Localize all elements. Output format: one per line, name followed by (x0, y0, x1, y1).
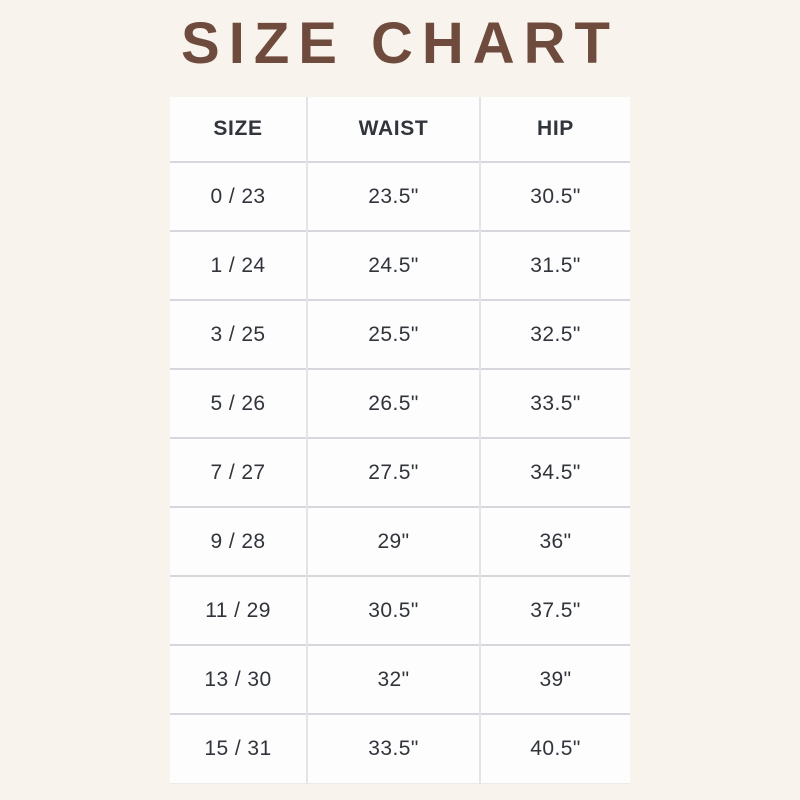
hip-cell: 34.5" (479, 437, 630, 507)
column-header-hip: HIP (479, 97, 630, 162)
table-row: 5 / 26 26.5" 33.5" (170, 368, 630, 438)
table-row: 11 / 29 30.5" 37.5" (170, 575, 630, 645)
hip-cell: 37.5" (479, 575, 630, 645)
hip-cell: 36" (479, 506, 630, 576)
waist-cell: 30.5" (306, 575, 480, 645)
hip-cell: 32.5" (479, 299, 630, 369)
size-cell: 0 / 23 (170, 161, 307, 231)
size-cell: 5 / 26 (170, 368, 307, 438)
table-row: 7 / 27 27.5" 34.5" (170, 437, 630, 507)
size-cell: 7 / 27 (170, 437, 307, 507)
hip-cell: 33.5" (479, 368, 630, 438)
waist-cell: 26.5" (306, 368, 480, 438)
waist-cell: 29" (306, 506, 480, 576)
size-cell: 15 / 31 (170, 713, 307, 783)
size-cell: 1 / 24 (170, 230, 307, 300)
size-cell: 9 / 28 (170, 506, 307, 576)
hip-cell: 39" (479, 644, 630, 714)
size-cell: 3 / 25 (170, 299, 307, 369)
size-cell: 13 / 30 (170, 644, 307, 714)
waist-cell: 23.5" (306, 161, 480, 231)
hip-cell: 31.5" (479, 230, 630, 300)
table-row: 3 / 25 25.5" 32.5" (170, 299, 630, 369)
size-table-body: 0 / 23 23.5" 30.5" 1 / 24 24.5" 31.5" 3 … (170, 161, 630, 783)
table-row: 0 / 23 23.5" 30.5" (170, 161, 630, 231)
size-chart-table: SIZE WAIST HIP 0 / 23 23.5" 30.5" 1 / 24… (170, 97, 630, 784)
column-header-size: SIZE (170, 97, 307, 162)
table-row: 15 / 31 33.5" 40.5" (170, 713, 630, 783)
waist-cell: 25.5" (306, 299, 480, 369)
page-title: SIZE CHART (181, 11, 619, 76)
table-row: 13 / 30 32" 39" (170, 644, 630, 714)
column-header-waist: WAIST (306, 97, 480, 162)
size-cell: 11 / 29 (170, 575, 307, 645)
table-header-row: SIZE WAIST HIP (170, 97, 630, 162)
waist-cell: 33.5" (306, 713, 480, 783)
hip-cell: 30.5" (479, 161, 630, 231)
waist-cell: 24.5" (306, 230, 480, 300)
waist-cell: 32" (306, 644, 480, 714)
waist-cell: 27.5" (306, 437, 480, 507)
table-row: 9 / 28 29" 36" (170, 506, 630, 576)
table-row: 1 / 24 24.5" 31.5" (170, 230, 630, 300)
hip-cell: 40.5" (479, 713, 630, 783)
